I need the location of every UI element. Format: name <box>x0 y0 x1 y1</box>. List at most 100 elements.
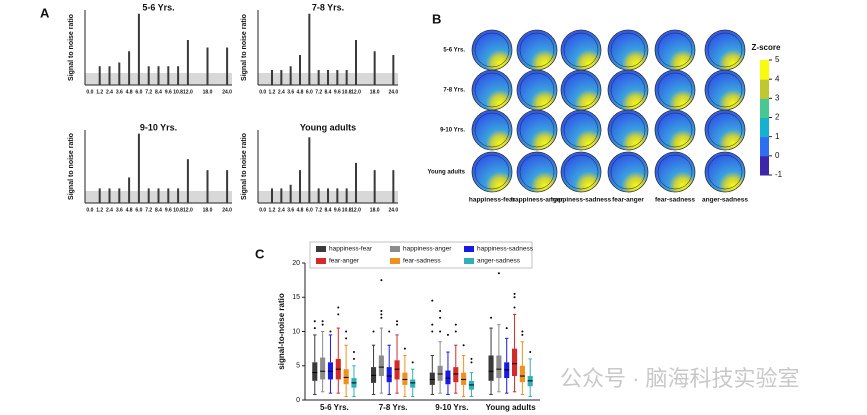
box <box>312 362 318 381</box>
flier <box>446 333 449 336</box>
topo-inner <box>610 32 646 68</box>
x-tick-label: 6.0 <box>306 89 313 95</box>
y-axis-label: Signal to noise ratio <box>68 14 75 81</box>
legend-box <box>309 241 533 269</box>
bar <box>226 47 229 85</box>
flier <box>513 296 516 299</box>
legend-label: happiness-sadness <box>477 246 534 253</box>
bar <box>327 70 329 85</box>
column-label: happiness-sadness <box>551 197 612 204</box>
flier <box>529 351 532 354</box>
x-tick-label: 2.4 <box>278 89 285 95</box>
x-tick-label: 10.8 <box>342 89 352 95</box>
topo-head <box>516 109 558 151</box>
bar <box>167 66 170 85</box>
flier <box>513 292 516 295</box>
bar <box>280 188 283 203</box>
chart-title: 7-8 Yrs. <box>312 2 344 12</box>
x-tick-label: Young adults <box>486 403 537 412</box>
legend-swatch <box>464 258 474 264</box>
flier <box>411 361 414 364</box>
bar <box>392 170 395 203</box>
column-label: happiness-anger <box>511 197 563 204</box>
topo-inner <box>707 32 743 68</box>
topo-inner <box>707 154 743 190</box>
topo-head <box>516 151 558 193</box>
bar <box>118 188 121 203</box>
flier <box>513 306 516 309</box>
x-tick-label: 6.0 <box>135 207 142 213</box>
box <box>437 365 443 381</box>
x-tick-label: 10.8 <box>173 89 183 95</box>
flier <box>439 330 442 333</box>
colorbar-segment <box>760 117 769 138</box>
x-tick-label: 6.0 <box>135 89 142 95</box>
x-tick-label: 5-6 Yrs. <box>320 403 349 412</box>
y-tick-label: 10 <box>292 328 300 335</box>
bar <box>308 137 311 203</box>
chart-title: Young adults <box>300 122 356 132</box>
watermark: 公众号 · 脑海科技实验室 <box>560 366 800 391</box>
bar <box>336 188 339 203</box>
flier <box>454 323 457 326</box>
flier <box>454 330 457 333</box>
bar <box>271 188 273 203</box>
row-label: 9-10 Yrs. <box>440 128 465 134</box>
flier <box>329 330 332 333</box>
x-tick-label: 24.0 <box>388 207 398 213</box>
legend-label: anger-sadness <box>477 258 521 265</box>
flier <box>337 313 340 316</box>
x-tick-label: 0.0 <box>86 207 93 213</box>
topo-head <box>607 109 649 151</box>
topo-inner <box>563 72 599 108</box>
x-tick-label: 2.4 <box>106 207 113 213</box>
bar <box>108 188 111 203</box>
row-label: 5-6 Yrs. <box>443 48 465 54</box>
bar <box>177 66 180 85</box>
flier <box>431 330 434 333</box>
colorbar-segment <box>760 79 769 99</box>
bar <box>186 159 189 203</box>
x-tick-label: 8.4 <box>155 89 162 95</box>
box <box>378 355 384 377</box>
flier <box>345 330 348 333</box>
x-tick-label: 18.0 <box>370 207 380 213</box>
topo-inner <box>519 32 555 68</box>
bar <box>137 133 140 203</box>
topo-head <box>560 29 602 71</box>
bar <box>186 40 189 85</box>
flier <box>396 323 399 326</box>
flier <box>352 357 355 360</box>
x-tick-label: 24.0 <box>388 89 398 95</box>
column-label: anger-sadness <box>702 197 748 204</box>
flier <box>380 309 383 312</box>
x-tick-label: 0.0 <box>86 89 93 95</box>
x-tick-label: 7.2 <box>145 89 152 95</box>
colorbar-tick-label: 0 <box>775 151 780 160</box>
box <box>488 355 494 381</box>
legend-label: fear-sadness <box>403 258 441 265</box>
topo-head <box>654 29 696 71</box>
x-tick-label: 2.4 <box>278 207 285 213</box>
bar <box>327 188 329 203</box>
flier <box>313 320 316 323</box>
x-tick-label: 8.4 <box>325 89 332 95</box>
topo-inner <box>563 112 599 148</box>
bar <box>289 66 292 85</box>
bar <box>392 55 395 85</box>
bar <box>308 13 311 85</box>
x-tick-label: 12.0 <box>183 89 193 95</box>
box <box>511 348 518 377</box>
x-tick-label: 9.6 <box>334 207 341 213</box>
bar <box>336 70 339 85</box>
legend-label: happiness-anger <box>403 246 452 253</box>
bar <box>167 188 170 203</box>
colorbar-tick-label: 5 <box>775 55 780 64</box>
topo-head <box>654 109 696 151</box>
colorbar-segment <box>760 60 769 80</box>
topo-inner <box>657 72 693 108</box>
x-tick-label: 18.0 <box>370 89 380 95</box>
x-tick-label: 12.0 <box>183 207 193 213</box>
flier <box>490 316 493 319</box>
